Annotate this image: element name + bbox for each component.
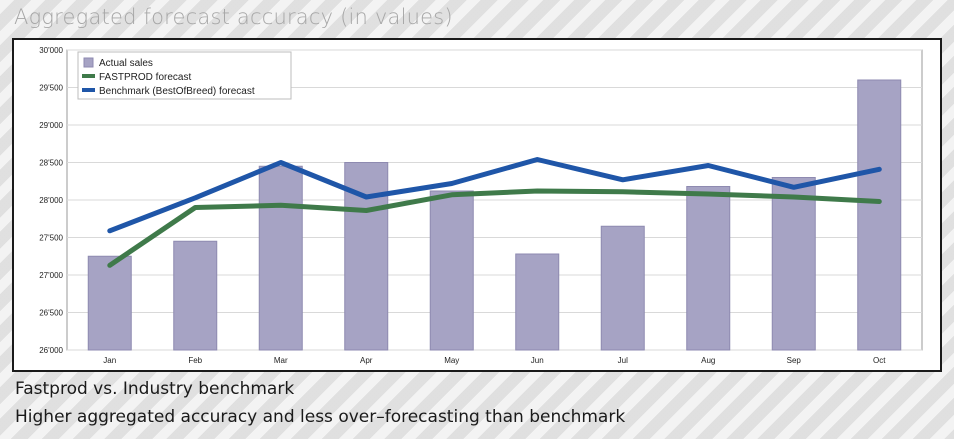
x-tick-label: Oct xyxy=(873,356,886,365)
bar-actual-sales xyxy=(429,190,474,351)
legend-label: Benchmark (BestOfBreed) forecast xyxy=(99,86,255,97)
line-fastprod-forecast xyxy=(107,188,882,268)
y-tick-label: 27'500 xyxy=(39,234,63,243)
bar-actual-sales xyxy=(87,255,132,351)
y-tick-label: 28'500 xyxy=(39,159,63,168)
x-tick-label: Jun xyxy=(531,356,544,365)
bar-actual-sales xyxy=(686,186,731,351)
x-tick-label: Jul xyxy=(618,356,628,365)
x-tick-label: Apr xyxy=(360,356,373,365)
bar-actual-sales xyxy=(600,225,645,351)
y-tick-label: 29'500 xyxy=(39,84,63,93)
line-benchmark-forecast xyxy=(107,157,882,234)
x-tick-label: Sep xyxy=(787,356,802,365)
y-tick-label: 28'000 xyxy=(39,196,63,205)
chart-note: Higher aggregated accuracy and less over… xyxy=(15,407,626,427)
bar-actual-sales xyxy=(173,240,218,351)
bar-actual-sales xyxy=(771,177,816,351)
legend-swatch-actual-sales xyxy=(83,57,94,68)
bar-actual-sales xyxy=(258,165,303,351)
bar-actual-sales xyxy=(857,79,902,351)
y-tick-label: 29'000 xyxy=(39,121,63,130)
y-tick-label: 26'000 xyxy=(39,346,63,355)
chart-subtitle: Fastprod vs. Industry benchmark xyxy=(15,379,295,399)
forecast-chart: 26'000 26'500 27'000 27'500 28'000 28'500 29'0… xyxy=(39,46,923,365)
bar-actual-sales xyxy=(515,253,560,351)
y-tick-label: 26'500 xyxy=(39,309,63,318)
x-tick-label: May xyxy=(444,356,459,365)
chart-frame: 26'000 26'500 27'000 27'500 28'000 28'500 29'0… xyxy=(12,38,942,372)
y-tick-label: 30'000 xyxy=(39,46,63,55)
x-tick-label: Mar xyxy=(274,356,288,365)
x-tick-label: Jan xyxy=(103,356,116,365)
page-title: Aggregated forecast accuracy (in values) xyxy=(14,5,453,29)
legend-box xyxy=(77,51,292,100)
legend-label: Actual sales xyxy=(99,58,153,69)
y-tick-label: 27'000 xyxy=(39,271,63,280)
x-tick-label: Aug xyxy=(701,356,715,365)
x-tick-label: Feb xyxy=(188,356,202,365)
legend-label: FASTPROD forecast xyxy=(99,72,191,83)
